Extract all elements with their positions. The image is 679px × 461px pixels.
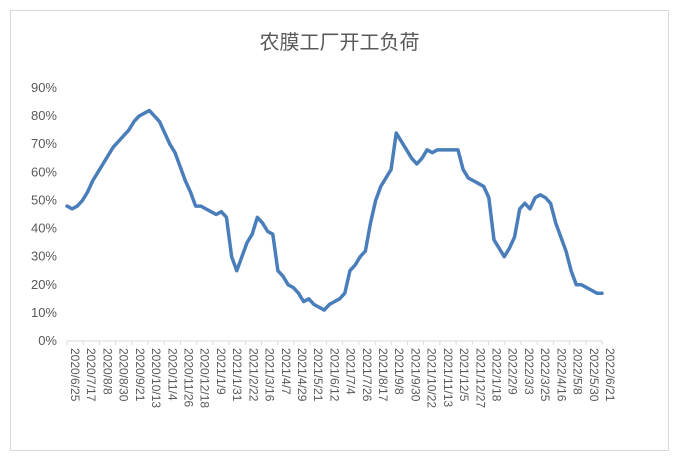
x-tick-label: 2022/4/16 (554, 348, 568, 402)
series-line (65, 108, 604, 312)
chart-title: 农膜工厂开工负荷 (260, 30, 420, 54)
x-tick-label: 2022/1/18 (490, 348, 504, 402)
x-tick-label: 2021/7/26 (360, 348, 374, 402)
x-tick-label: 2021/6/12 (327, 348, 341, 402)
x-tick-label: 2021/1/31 (230, 348, 244, 402)
y-tick-label: 20% (31, 277, 57, 292)
x-tick-label: 2021/9/8 (392, 348, 406, 395)
x-tick-label: 2021/4/29 (295, 348, 309, 402)
y-tick-label: 0% (38, 333, 57, 348)
x-tick-label: 2020/10/13 (149, 348, 163, 408)
x-tick-label: 2021/11/13 (441, 348, 455, 407)
y-tick-label: 50% (31, 192, 57, 207)
y-tick-label: 70% (31, 136, 57, 151)
x-tick-label: 2020/11/4 (165, 348, 179, 401)
y-tick-label: 60% (31, 164, 57, 179)
y-tick-label: 90% (31, 80, 57, 95)
x-tick-label: 2021/3/16 (263, 348, 277, 402)
x-tick-label: 2020/9/21 (133, 348, 147, 402)
y-axis: 0% 10% 20% 30% 40% 50% 60% 70% 80% 90% (31, 80, 57, 348)
x-tick-label: 2020/8/8 (100, 348, 114, 395)
x-tick-label: 2021/8/17 (376, 348, 390, 402)
x-tick-label: 2021/2/22 (246, 348, 260, 402)
x-tick-label: 2021/9/30 (408, 348, 422, 402)
x-tick-label: 2021/12/5 (457, 348, 471, 402)
series-layer (65, 108, 604, 312)
x-tick-label: 2020/11/26 (181, 348, 195, 407)
x-tick-label: 2022/3/25 (538, 348, 552, 402)
x-tick-label: 2021/7/4 (344, 348, 358, 395)
x-tick-label: 2021/5/21 (311, 348, 325, 402)
x-tick-label: 2020/6/25 (68, 348, 82, 402)
x-tick-label: 2022/3/3 (522, 348, 536, 395)
x-tick-label: 2022/5/30 (587, 348, 601, 402)
x-tick-label: 2020/12/18 (198, 348, 212, 408)
x-tick-label: 2022/6/21 (603, 348, 617, 402)
x-tick-label: 2021/4/7 (279, 348, 293, 395)
x-tick-label: 2022/2/9 (506, 348, 520, 395)
x-axis: 2020/6/25 2020/7/17 2020/8/8 2020/8/30 2020/… (66, 340, 617, 408)
x-tick-label: 2021/10/22 (425, 348, 439, 408)
x-tick-label: 2022/5/8 (571, 348, 585, 395)
y-tick-label: 10% (31, 305, 57, 320)
y-tick-label: 30% (31, 249, 57, 264)
x-tick-label: 2021/1/9 (214, 348, 228, 395)
y-tick-label: 80% (31, 108, 57, 123)
x-tick-label: 2021/12/27 (473, 348, 487, 408)
x-tick-label: 2020/8/30 (117, 348, 131, 402)
x-tick-label: 2020/7/17 (84, 348, 98, 402)
y-tick-label: 40% (31, 221, 57, 236)
